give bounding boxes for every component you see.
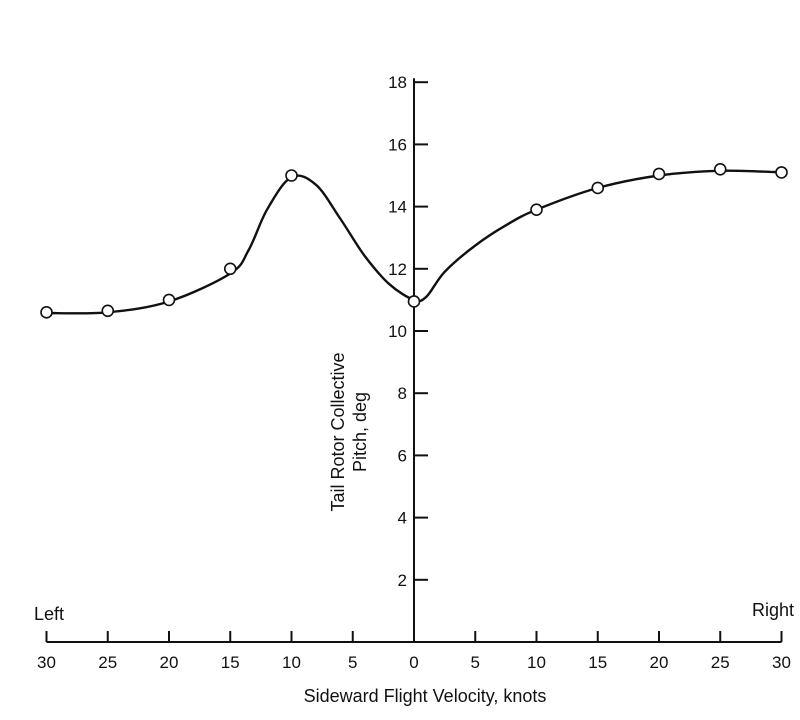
y-tick-label: 16 — [388, 135, 407, 154]
x-tick-label: 25 — [711, 653, 730, 672]
y-tick-label: 12 — [388, 260, 407, 279]
data-point — [285, 169, 298, 182]
y-axis-title-line-1: Tail Rotor Collective — [328, 352, 348, 511]
y-tick-label: 6 — [398, 446, 407, 465]
x-tick-label: 25 — [98, 653, 117, 672]
data-point — [407, 295, 421, 308]
data-point — [713, 162, 727, 176]
x-axis-title: Sideward Flight Velocity, knots — [304, 686, 547, 706]
x-tick-label: 10 — [527, 653, 546, 672]
data-point — [223, 262, 237, 276]
y-tick-label: 2 — [398, 571, 407, 590]
y-tick-label: 4 — [398, 509, 407, 528]
x-tick-label: 5 — [471, 653, 480, 672]
x-tick-label: 30 — [37, 653, 56, 672]
series — [40, 162, 788, 319]
right-direction-label: Right — [752, 600, 794, 620]
y-tick-label: 14 — [388, 198, 407, 217]
x-tick-label: 5 — [348, 653, 357, 672]
x-tick-label: 10 — [282, 653, 301, 672]
data-point — [591, 181, 605, 195]
x-tick-label: 15 — [588, 653, 607, 672]
y-tick-label: 18 — [388, 73, 407, 92]
axes — [46, 78, 782, 643]
y-axis-title-line-2: Pitch, deg — [350, 392, 370, 472]
ticks: 30 25 20 15 10 5 0 5 10 15 20 25 30 2 4 6 8 10 12 14 16 18 — [37, 73, 791, 672]
data-point — [775, 166, 788, 179]
y-tick-label: 10 — [388, 322, 407, 341]
y-axis-title: Tail Rotor Collective Pitch, deg — [328, 352, 370, 511]
data-point — [162, 293, 176, 307]
data-point — [40, 306, 53, 319]
x-tick-label: 0 — [409, 653, 418, 672]
x-tick-label: 20 — [160, 653, 179, 672]
x-tick-label: 30 — [772, 653, 791, 672]
left-direction-label: Left — [34, 604, 64, 624]
x-tick-label: 20 — [650, 653, 669, 672]
data-point — [530, 203, 543, 217]
y-tick-label: 8 — [398, 384, 407, 403]
series-line — [46, 169, 782, 315]
x-tick-label: 15 — [221, 653, 240, 672]
data-point — [101, 304, 115, 318]
data-point — [652, 167, 666, 181]
